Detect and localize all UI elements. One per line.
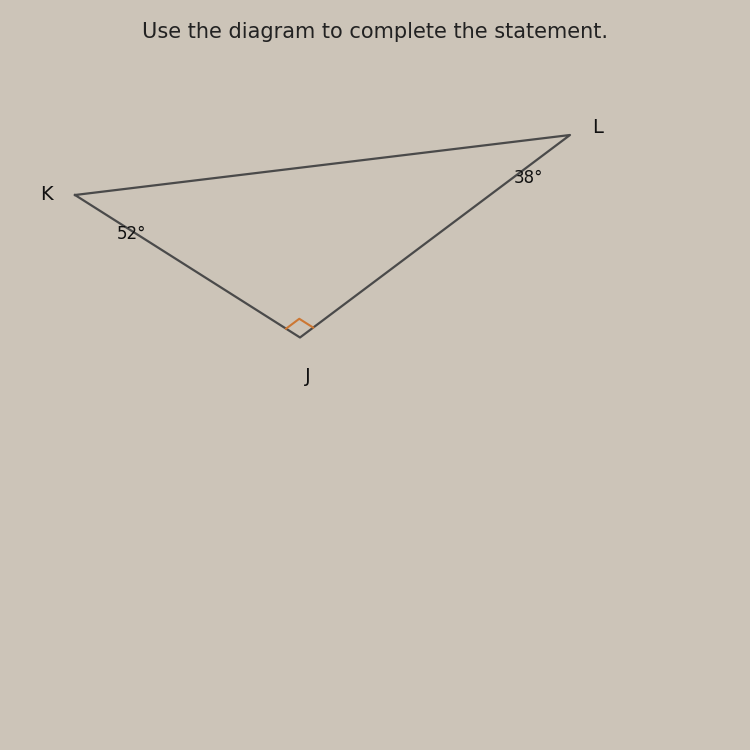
- Text: K: K: [40, 185, 53, 205]
- Text: 52°: 52°: [116, 225, 146, 243]
- Text: L: L: [592, 118, 603, 137]
- Text: 38°: 38°: [514, 169, 543, 187]
- Text: J: J: [304, 368, 310, 386]
- Text: Use the diagram to complete the statement.: Use the diagram to complete the statemen…: [142, 22, 608, 43]
